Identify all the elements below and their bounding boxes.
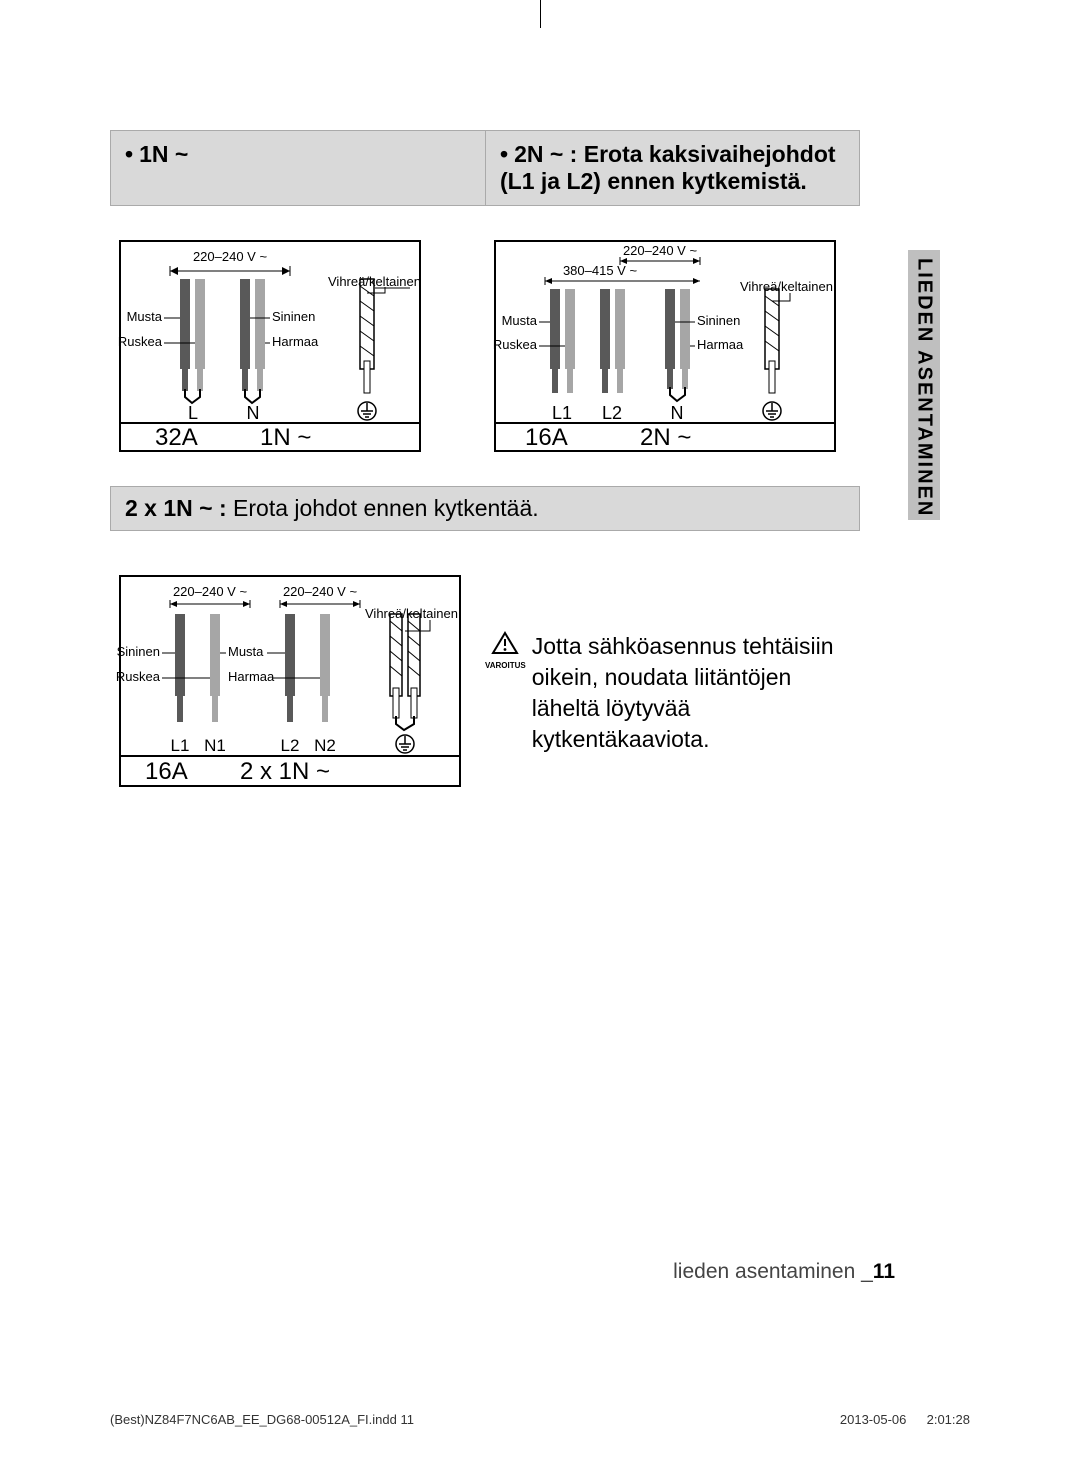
warning-text: Jotta sähköasennus tehtäisiin oikein, no… <box>532 631 850 755</box>
sub-header-bold: 2 x 1N ~ : <box>125 495 227 521</box>
footer: lieden asentaminen _11 <box>673 1260 895 1284</box>
diagram-3-cell: 220–240 V ~ 220–240 V ~ <box>110 531 485 821</box>
svg-text:2 x 1N ~: 2 x 1N ~ <box>240 758 330 785</box>
svg-text:L: L <box>188 403 198 423</box>
svg-text:N2: N2 <box>314 736 336 755</box>
diagram-row-1: 220–240 V ~ <box>110 206 860 486</box>
diagram-2-cell: 220–240 V ~ 380–415 V ~ <box>485 206 860 486</box>
svg-text:220–240 V ~: 220–240 V ~ <box>173 584 248 599</box>
side-tab-text: LIEDEN ASENTAMINEN <box>913 258 936 517</box>
warning-cell: VAROITUS Jotta sähköasennus tehtäisiin o… <box>485 531 860 821</box>
svg-text:Harmaa: Harmaa <box>228 669 275 684</box>
header-1n: •1N ~ <box>110 130 485 206</box>
header-2n: •2N ~ : Erota kaksivaihejohdot (L1 ja L2… <box>485 130 860 206</box>
indd-filename: (Best)NZ84F7NC6AB_EE_DG68-00512A_FI.indd… <box>110 1412 414 1427</box>
svg-text:220–240 V ~: 220–240 V ~ <box>283 584 358 599</box>
svg-text:Musta: Musta <box>502 313 538 328</box>
warning-block: VAROITUS Jotta sähköasennus tehtäisiin o… <box>485 541 860 755</box>
diagram-1n: 220–240 V ~ <box>110 231 450 481</box>
svg-text:Ruskea: Ruskea <box>116 669 161 684</box>
svg-text:Musta: Musta <box>228 644 264 659</box>
svg-text:Sininen: Sininen <box>272 309 315 324</box>
svg-text:Vihreä/keltainen: Vihreä/keltainen <box>740 279 833 294</box>
header-row: •1N ~ •2N ~ : Erota kaksivaihejohdot (L1… <box>110 130 860 206</box>
svg-text:N1: N1 <box>204 736 226 755</box>
svg-text:1N ~: 1N ~ <box>260 424 311 451</box>
diagram-1-cell: 220–240 V ~ <box>110 206 485 486</box>
indd-timestamp: 2013-05-06 2:01:28 <box>840 1412 970 1427</box>
diagram-row-2: 220–240 V ~ 220–240 V ~ <box>110 531 860 821</box>
svg-text:L2: L2 <box>281 736 300 755</box>
svg-text:L1: L1 <box>171 736 190 755</box>
svg-text:Vihreä/keltainen: Vihreä/keltainen <box>365 606 458 621</box>
svg-text:16A: 16A <box>525 424 568 451</box>
header-1n-text: 1N ~ <box>139 141 188 167</box>
svg-text:16A: 16A <box>145 758 188 785</box>
svg-text:2N ~: 2N ~ <box>640 424 691 451</box>
side-tab: LIEDEN ASENTAMINEN <box>908 250 940 520</box>
page-content: •1N ~ •2N ~ : Erota kaksivaihejohdot (L1… <box>110 130 860 821</box>
svg-text:Vihreä/keltainen: Vihreä/keltainen <box>328 274 421 289</box>
svg-text:L1: L1 <box>552 403 572 423</box>
svg-text:380–415 V ~: 380–415 V ~ <box>563 263 638 278</box>
crop-mark <box>540 0 541 28</box>
svg-text:Musta: Musta <box>127 309 163 324</box>
svg-text:Ruskea: Ruskea <box>493 337 538 352</box>
svg-text:N: N <box>247 403 260 423</box>
warning-icon <box>491 631 519 655</box>
svg-text:Ruskea: Ruskea <box>118 334 163 349</box>
svg-text:220–240 V ~: 220–240 V ~ <box>193 249 268 264</box>
footer-text: lieden asentaminen _ <box>673 1260 873 1283</box>
diagram-2n: 220–240 V ~ 380–415 V ~ <box>485 231 845 481</box>
header-2n-bold: 2N ~ : <box>514 141 577 167</box>
svg-text:N: N <box>671 403 684 423</box>
sub-header-rest: Erota johdot ennen kytkentää. <box>233 495 539 521</box>
warning-label: VAROITUS <box>485 661 526 672</box>
svg-text:Harmaa: Harmaa <box>272 334 319 349</box>
svg-text:Sininen: Sininen <box>117 644 160 659</box>
svg-text:32A: 32A <box>155 424 198 451</box>
svg-text:Sininen: Sininen <box>697 313 740 328</box>
svg-text:Harmaa: Harmaa <box>697 337 744 352</box>
diagram-2x1n: 220–240 V ~ 220–240 V ~ <box>110 556 470 816</box>
svg-text:L2: L2 <box>602 403 622 423</box>
footer-page: 11 <box>873 1260 895 1283</box>
sub-header-2x1n: 2 x 1N ~ : Erota johdot ennen kytkentää. <box>110 486 860 531</box>
svg-text:220–240 V ~: 220–240 V ~ <box>623 243 698 258</box>
